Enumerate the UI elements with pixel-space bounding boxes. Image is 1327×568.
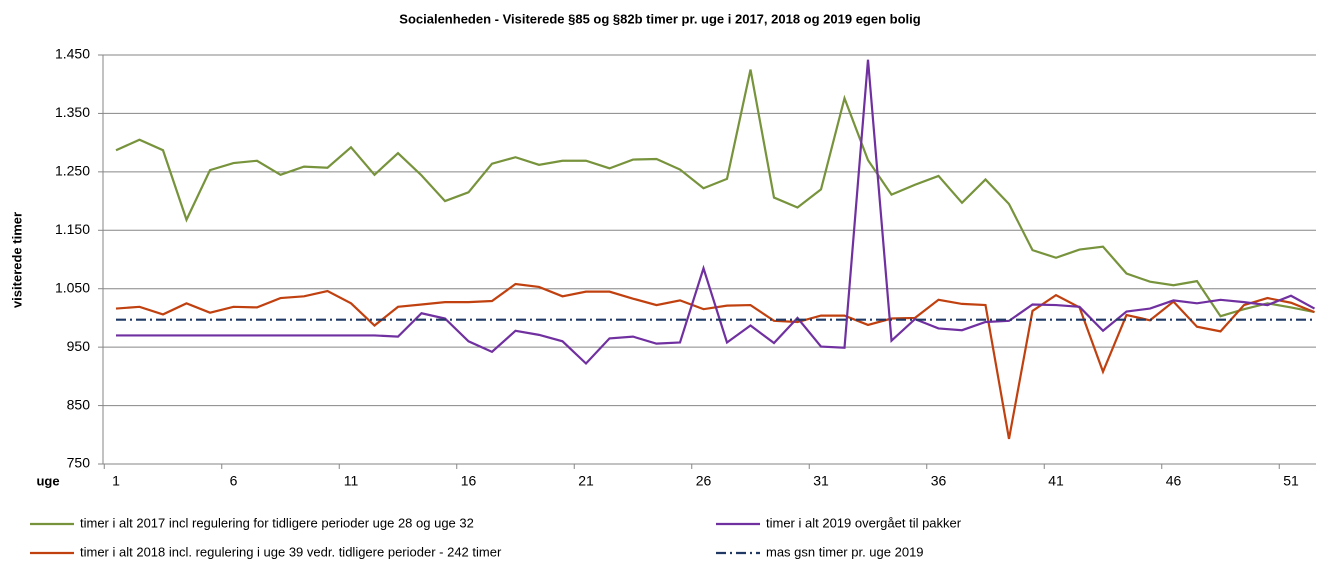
y-tick-label: 1.450: [55, 46, 90, 62]
y-tick-label: 1.250: [55, 163, 90, 179]
x-tick-label: 46: [1166, 473, 1182, 489]
y-axis-label: visiterede timer: [9, 212, 24, 308]
y-tick-label: 950: [67, 338, 91, 354]
x-tick-label: 1: [112, 473, 120, 489]
x-tick-label: 21: [578, 473, 594, 489]
y-tick-label: 1.150: [55, 221, 90, 237]
x-tick-label: 41: [1048, 473, 1064, 489]
x-tick-label: 36: [931, 473, 947, 489]
y-tick-label: 750: [67, 455, 91, 471]
x-tick-label: 6: [230, 473, 238, 489]
x-axis-label: uge: [36, 473, 59, 488]
series-line: [116, 59, 1316, 366]
legend-label: timer i alt 2019 overgået til pakker: [766, 515, 962, 530]
y-tick-label: 1.050: [55, 279, 90, 295]
x-tick-label: 51: [1283, 473, 1299, 489]
y-tick-label: 1.350: [55, 104, 90, 120]
legend-label: mas gsn timer pr. uge 2019: [766, 544, 924, 559]
chart-title: Socialenheden - Visiterede §85 og §82b t…: [399, 11, 920, 26]
x-tick-label: 26: [696, 473, 712, 489]
x-tick-label: 11: [344, 473, 359, 489]
series-line: [115, 69, 1315, 318]
x-tick-label: 16: [461, 473, 477, 489]
x-tick-label: 31: [813, 473, 829, 489]
y-tick-label: 850: [67, 396, 91, 412]
legend-label: timer i alt 2017 incl regulering for tid…: [80, 515, 474, 530]
legend-label: timer i alt 2018 incl. regulering i uge …: [80, 544, 502, 559]
